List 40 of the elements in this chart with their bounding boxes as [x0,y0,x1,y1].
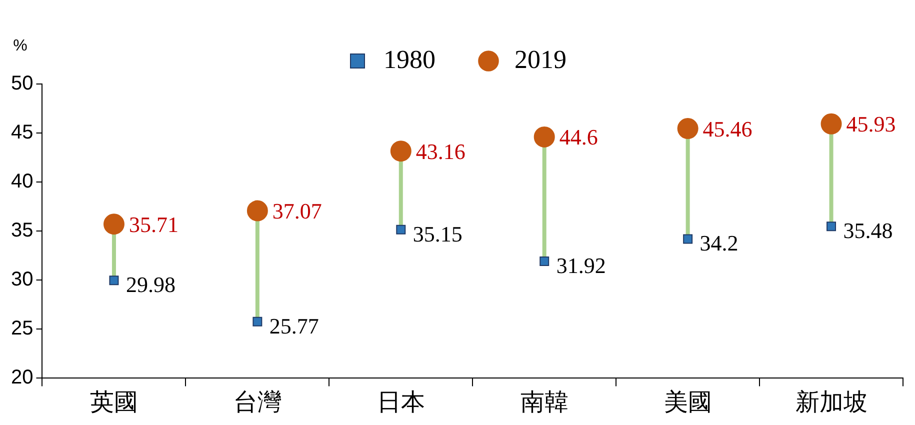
point [677,118,698,140]
point [683,234,693,244]
data-label: 35.48 [843,218,893,244]
y-tick-label: 40 [10,170,34,193]
point [396,224,406,234]
data-label: 35.15 [412,221,462,246]
data-label: 34.2 [700,230,738,256]
data-label: 44.6 [559,124,598,150]
data-label: 35.71 [128,212,178,237]
data-label: 37.07 [272,198,322,224]
y-tick-label: 25 [10,318,34,340]
x-tick-label: 美國 [664,388,712,416]
point [826,222,836,232]
x-tick-label: 英國 [90,390,138,416]
point [252,316,262,326]
x-tick-label: 日本 [376,390,425,416]
point [820,113,842,134]
point [390,140,412,162]
point [246,200,268,222]
legend-label: 2019 [514,44,566,74]
data-label: 45.93 [846,112,896,137]
data-label: 43.16 [416,138,466,164]
y-tick-label: 30 [10,268,34,291]
y-tick-label: 20 [10,366,34,389]
data-label: 45.46 [702,116,752,142]
y-tick-label: 45 [10,122,34,144]
x-tick-label: 南韓 [520,390,568,416]
x-tick-label: 台灣 [233,388,282,416]
data-label: 31.92 [556,253,606,278]
y-axis-title: % [13,37,28,54]
point [534,126,555,148]
point [103,214,124,235]
y-tick-label: 50 [10,72,34,95]
data-label: 29.98 [126,272,176,298]
legend-label: 1980 [384,44,436,74]
x-tick-label: 新加坡 [795,388,868,416]
y-tick-label: 35 [10,220,34,242]
point [540,256,550,266]
data-label: 25.77 [269,313,319,338]
point [109,276,119,286]
